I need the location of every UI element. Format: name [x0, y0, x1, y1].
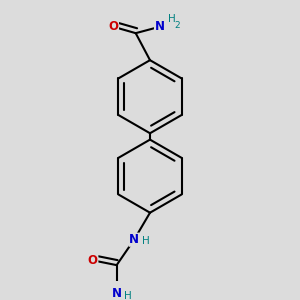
- Text: O: O: [88, 254, 98, 267]
- Text: H: H: [142, 236, 150, 246]
- Text: H: H: [124, 291, 131, 300]
- Text: N: N: [154, 20, 164, 33]
- Text: 2: 2: [174, 21, 180, 30]
- Text: H: H: [168, 14, 176, 24]
- Text: N: N: [112, 287, 122, 300]
- Text: O: O: [109, 20, 118, 33]
- Text: N: N: [129, 233, 139, 246]
